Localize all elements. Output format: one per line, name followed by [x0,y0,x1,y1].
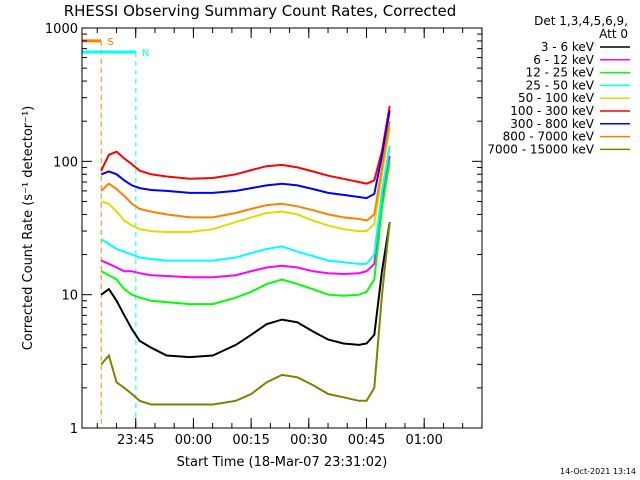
x-tick-label: 23:45 [117,433,154,448]
y-tick-label: 100 [53,155,78,170]
flag-label: N [142,48,149,59]
x-tick-label: 00:45 [348,433,385,448]
series-line-7 [100,121,391,222]
series-line-5 [100,105,391,185]
legend-header: Det 1,3,4,5,6,9, [534,14,628,28]
series-line-1 [100,155,391,279]
x-axis-label: Start Time (18-Mar-07 23:31:02) [177,455,388,470]
flag-layer: SN [82,37,149,428]
chart-title: RHESSI Observing Summary Count Rates, Co… [64,2,457,20]
legend-label: 7000 - 15000 keV [487,142,594,156]
plot-frame [81,27,483,429]
series-layer [100,105,391,406]
legend-label: 12 - 25 keV [526,66,595,80]
x-axis: 23:45 00:00 00:15 00:30 00:45 01:00 [96,28,483,448]
flag-label: S [107,37,113,48]
legend-label: 25 - 50 keV [526,78,595,92]
y-tick-label: 1 [70,422,78,437]
series-line-2 [100,161,391,306]
series-line-6 [100,110,391,200]
legend-label: 6 - 12 keV [533,53,595,67]
y-axis: 1 10 100 1000 [45,22,482,437]
legend-label: 800 - 7000 keV [503,130,595,144]
y-tick-label: 10 [61,289,78,304]
x-tick-label: 00:30 [290,433,327,448]
legend-label: 300 - 800 keV [510,117,594,131]
y-axis-label: Corrected Count Rate (s⁻¹ detector⁻¹) [21,106,36,351]
legend-subheader: Att 0 [599,27,628,41]
series-line-4 [100,127,391,233]
series-line-8 [100,221,391,406]
legend-label: 3 - 6 keV [541,40,595,54]
legend-label: 100 - 300 keV [510,104,594,118]
y-tick-label: 1000 [45,22,78,37]
x-tick-label: 00:00 [175,433,212,448]
x-tick-label: 01:00 [405,433,442,448]
series-line-3 [100,145,391,265]
footer-date: 14-Oct-2021 13:14 [560,467,636,476]
legend-label: 50 - 100 keV [518,91,595,105]
series-line-0 [100,221,391,359]
x-tick-label: 00:15 [232,433,269,448]
